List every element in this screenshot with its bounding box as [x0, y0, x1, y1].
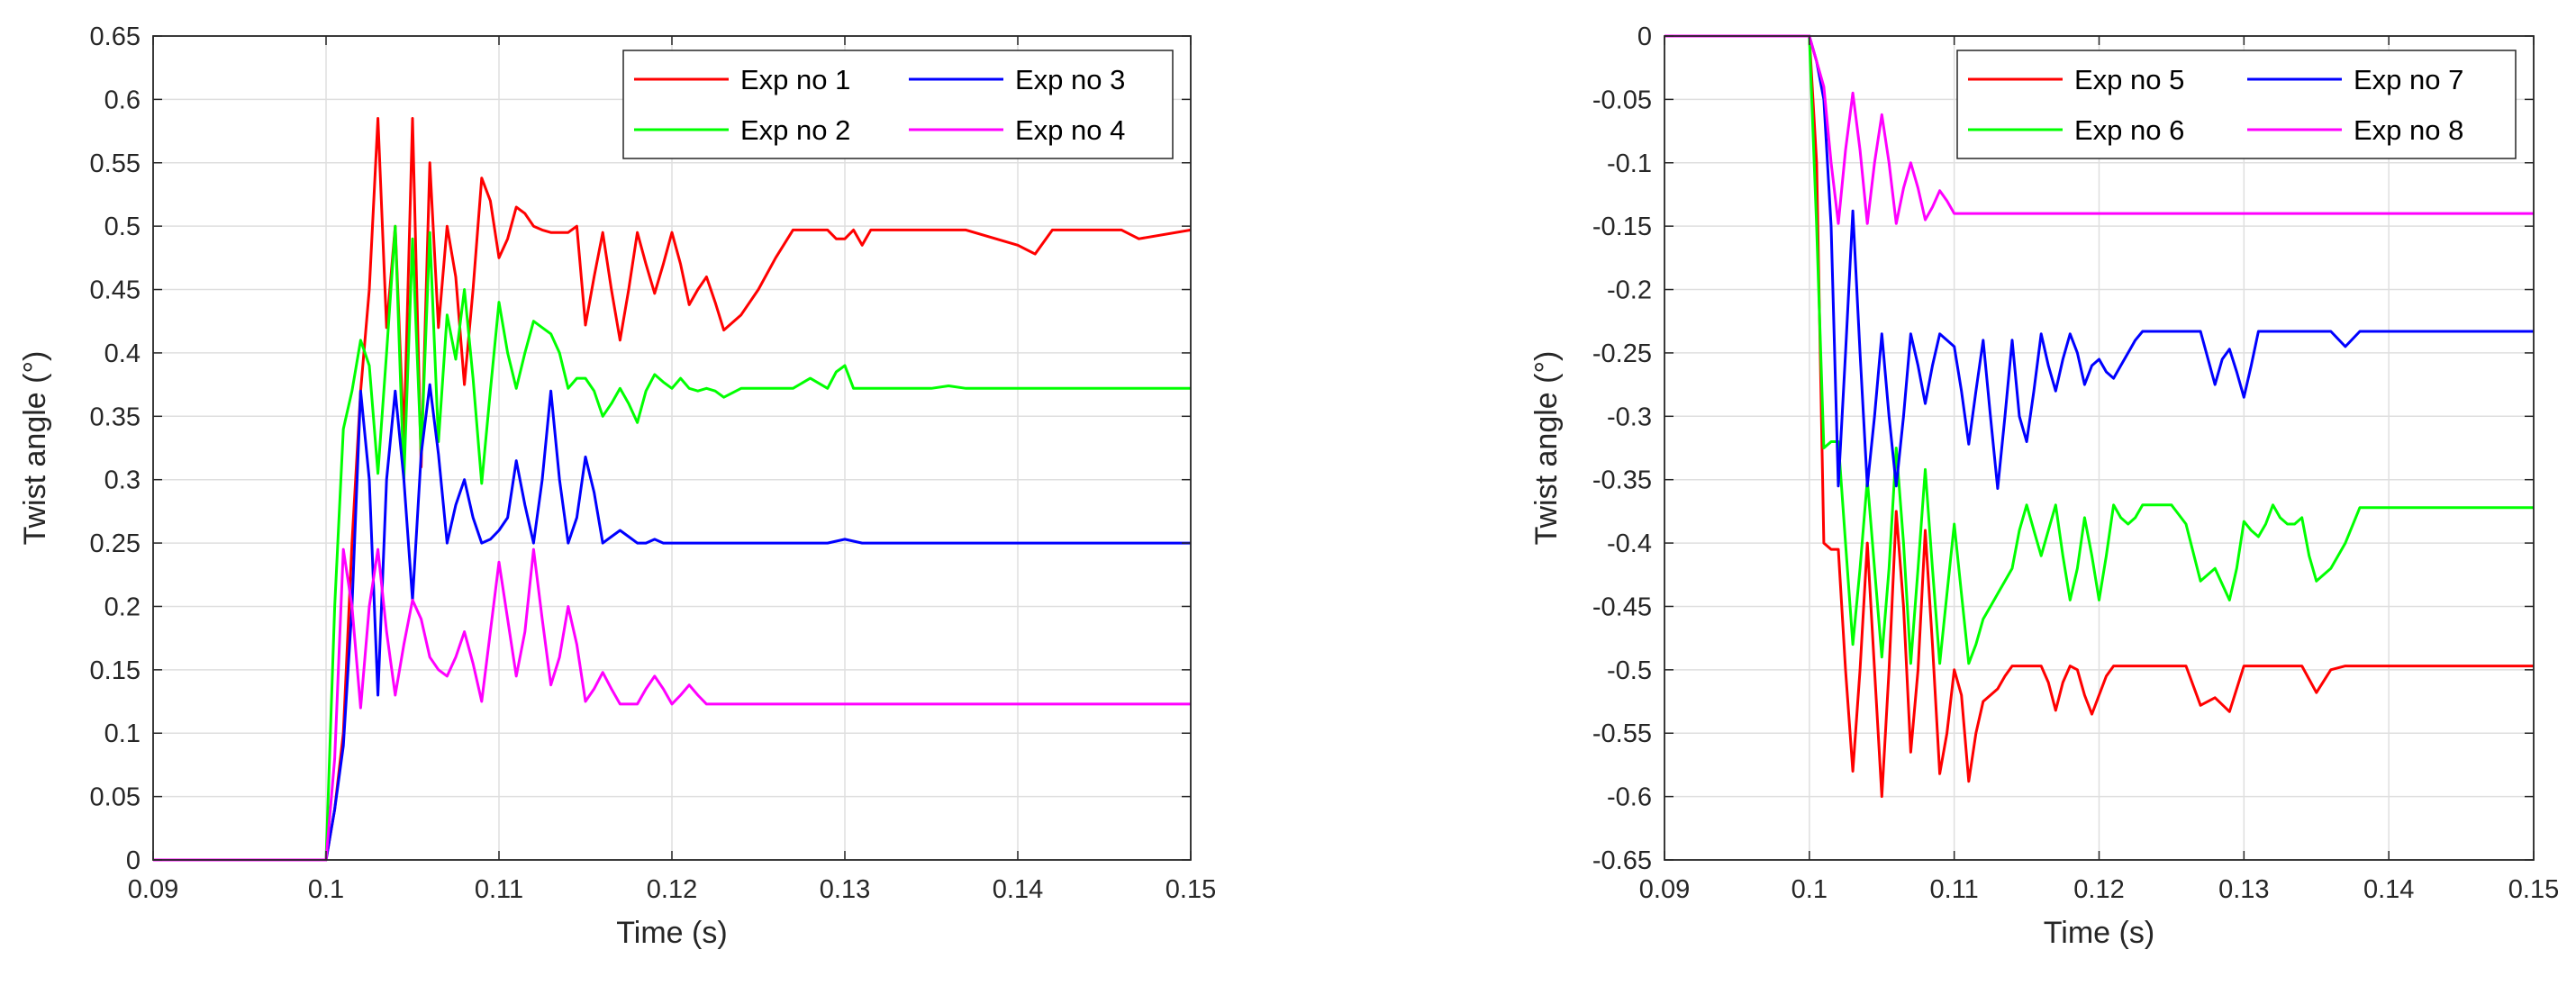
y-tick-label: 0.1 [104, 719, 141, 748]
x-tick-label: 0.11 [1930, 875, 1979, 904]
y-tick-label: -0.4 [1607, 529, 1652, 558]
y-tick-label: 0.3 [104, 466, 141, 495]
x-tick-label: 0.13 [820, 875, 870, 904]
y-tick-label: -0.55 [1592, 719, 1652, 748]
x-axis-label-right: Time (s) [2044, 916, 2154, 950]
legend-right: Exp no 5 Exp no 6 Exp no 7 Exp no 8 [1956, 50, 2517, 159]
y-tick-label: -0.1 [1607, 149, 1652, 178]
x-tick-label: 0.15 [1166, 875, 1216, 904]
y-tick-label: -0.3 [1607, 403, 1652, 431]
legend-label: Exp no 5 [2074, 64, 2184, 95]
series-line-exp-no-1 [153, 117, 1192, 862]
twist-angle-chart-right: 0.09 0.1 0.11 0.12 0.13 0.14 0.15 -0.65 -0.6 -0.5… [1529, 23, 2559, 950]
y-tick-label: 0.05 [90, 783, 141, 812]
y-tick-label: -0.65 [1592, 846, 1652, 875]
legend-left: Exp no 1 Exp no 2 Exp no 3 Exp no 4 [622, 50, 1174, 159]
y-tick-label: 0.5 [104, 213, 141, 241]
y-tick-label: 0.2 [104, 593, 141, 621]
x-tick-label: 0.12 [647, 875, 697, 904]
x-tick-label: 0.1 [1791, 875, 1828, 904]
y-tick-label: -0.2 [1607, 276, 1652, 305]
y-tick-label: -0.45 [1592, 593, 1652, 621]
y-tick-label: 0.65 [90, 23, 141, 51]
x-tick-label: 0.11 [475, 875, 523, 904]
series-line-exp-no-2 [153, 224, 1191, 862]
series-line-exp-no-4 [153, 547, 1191, 862]
y-tick-label: 0.55 [90, 149, 141, 178]
y-tick-label: 0.35 [90, 403, 141, 431]
x-tick-label: 0.13 [2218, 875, 2269, 904]
series-line-exp-no-8 [1664, 34, 2534, 225]
legend-label: Exp no 4 [1015, 114, 1125, 146]
legend-label: Exp no 1 [740, 64, 850, 95]
legend-label: Exp no 3 [1015, 64, 1125, 95]
y-tick-label: -0.5 [1607, 656, 1652, 685]
series-line-exp-no-5 [1664, 34, 2534, 799]
y-tick-label: -0.15 [1592, 213, 1652, 241]
x-axis-label-left: Time (s) [616, 916, 727, 950]
y-tick-label: 0.15 [90, 656, 141, 685]
legend-label: Exp no 8 [2354, 114, 2463, 146]
x-tick-label: 0.14 [2363, 875, 2414, 904]
legend-box [622, 50, 1174, 159]
x-tick-label: 0.1 [308, 875, 344, 904]
ticks-left: 0.09 0.1 0.11 0.12 0.13 0.14 0.15 0 0.05 0.1 0.15 0… [90, 23, 1217, 904]
series-line-exp-no-7 [1664, 34, 2534, 490]
x-tick-label: 0.15 [2508, 875, 2559, 904]
y-tick-label: 0.45 [90, 276, 141, 305]
y-tick-label: -0.05 [1592, 86, 1652, 114]
ticks-right: 0.09 0.1 0.11 0.12 0.13 0.14 0.15 -0.65 -0.6 -0.5… [1592, 23, 2559, 904]
y-tick-label: 0.4 [104, 339, 141, 368]
y-tick-label: -0.25 [1592, 339, 1652, 368]
y-tick-label: 0.25 [90, 529, 141, 558]
y-axis-label-left: Twist angle (°) [18, 351, 52, 546]
y-tick-label: 0 [126, 846, 141, 875]
series-group-left [153, 117, 1192, 862]
series-line-exp-no-6 [1664, 34, 2534, 665]
legend-box [1956, 50, 2517, 159]
y-tick-label: 0 [1637, 23, 1652, 51]
x-tick-label: 0.14 [993, 875, 1043, 904]
y-tick-label: -0.35 [1592, 466, 1652, 495]
x-tick-label: 0.09 [1639, 875, 1690, 904]
twist-angle-chart-left: 0.09 0.1 0.11 0.12 0.13 0.14 0.15 0 0.05 0.1 0.15 0… [18, 23, 1216, 950]
y-axis-label-right: Twist angle (°) [1529, 351, 1564, 546]
legend-label: Exp no 6 [2074, 114, 2184, 146]
x-tick-label: 0.09 [128, 875, 178, 904]
legend-label: Exp no 2 [740, 114, 850, 146]
x-tick-label: 0.12 [2073, 875, 2124, 904]
y-tick-label: 0.6 [104, 86, 141, 114]
series-group-right [1664, 34, 2534, 799]
y-tick-label: -0.6 [1607, 783, 1652, 812]
legend-label: Exp no 7 [2354, 64, 2463, 95]
